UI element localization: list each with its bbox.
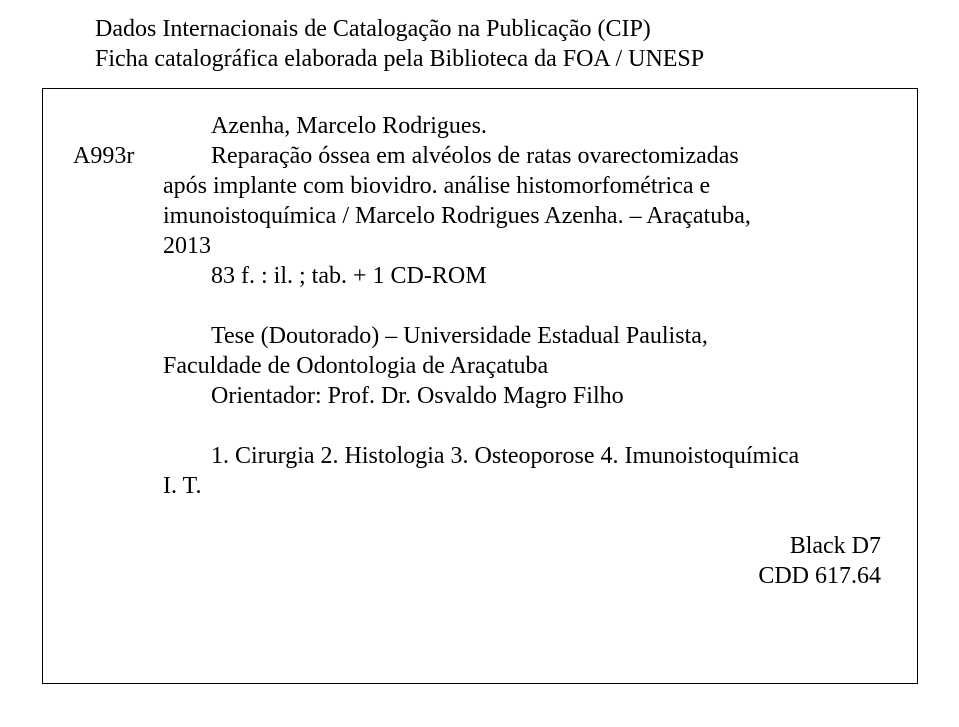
advisor-line: Orientador: Prof. Dr. Osvaldo Magro Filh… [211,381,887,411]
catalog-header: Dados Internacionais de Catalogação na P… [95,14,885,74]
catalog-card-frame: A993r Azenha, Marcelo Rodrigues. Reparaç… [42,88,918,684]
header-line-2: Ficha catalográfica elaborada pela Bibli… [95,44,885,74]
desc-line-2: após implante com biovidro. análise hist… [163,171,887,201]
entry-row: A993r Azenha, Marcelo Rodrigues. Reparaç… [73,111,887,591]
desc-line-5: 83 f. : il. ; tab. + 1 CD-ROM [211,261,887,291]
thesis-line-1: Tese (Doutorado) – Universidade Estadual… [211,321,887,351]
desc-line-1: Reparação óssea em alvéolos de ratas ova… [211,141,887,171]
code-column: A993r [73,111,163,171]
classification-block: Black D7 CDD 617.64 [163,531,887,591]
thesis-line-2: Faculdade de Odontologia de Araçatuba [163,351,887,381]
author-line: Azenha, Marcelo Rodrigues. [211,111,887,141]
entry-code: A993r [73,141,163,171]
desc-line-4: 2013 [163,231,887,261]
page: Dados Internacionais de Catalogação na P… [0,0,959,727]
header-line-1: Dados Internacionais de Catalogação na P… [95,14,885,44]
black-classification: Black D7 [163,531,881,561]
it-line: I. T. [163,471,887,501]
desc-line-3: imunoistoquímica / Marcelo Rodrigues Aze… [163,201,887,231]
text-column: Azenha, Marcelo Rodrigues. Reparação óss… [163,111,887,591]
subjects-line: 1. Cirurgia 2. Histologia 3. Osteoporose… [211,441,887,471]
cdd-classification: CDD 617.64 [163,561,881,591]
catalog-card-content: A993r Azenha, Marcelo Rodrigues. Reparaç… [43,89,917,611]
